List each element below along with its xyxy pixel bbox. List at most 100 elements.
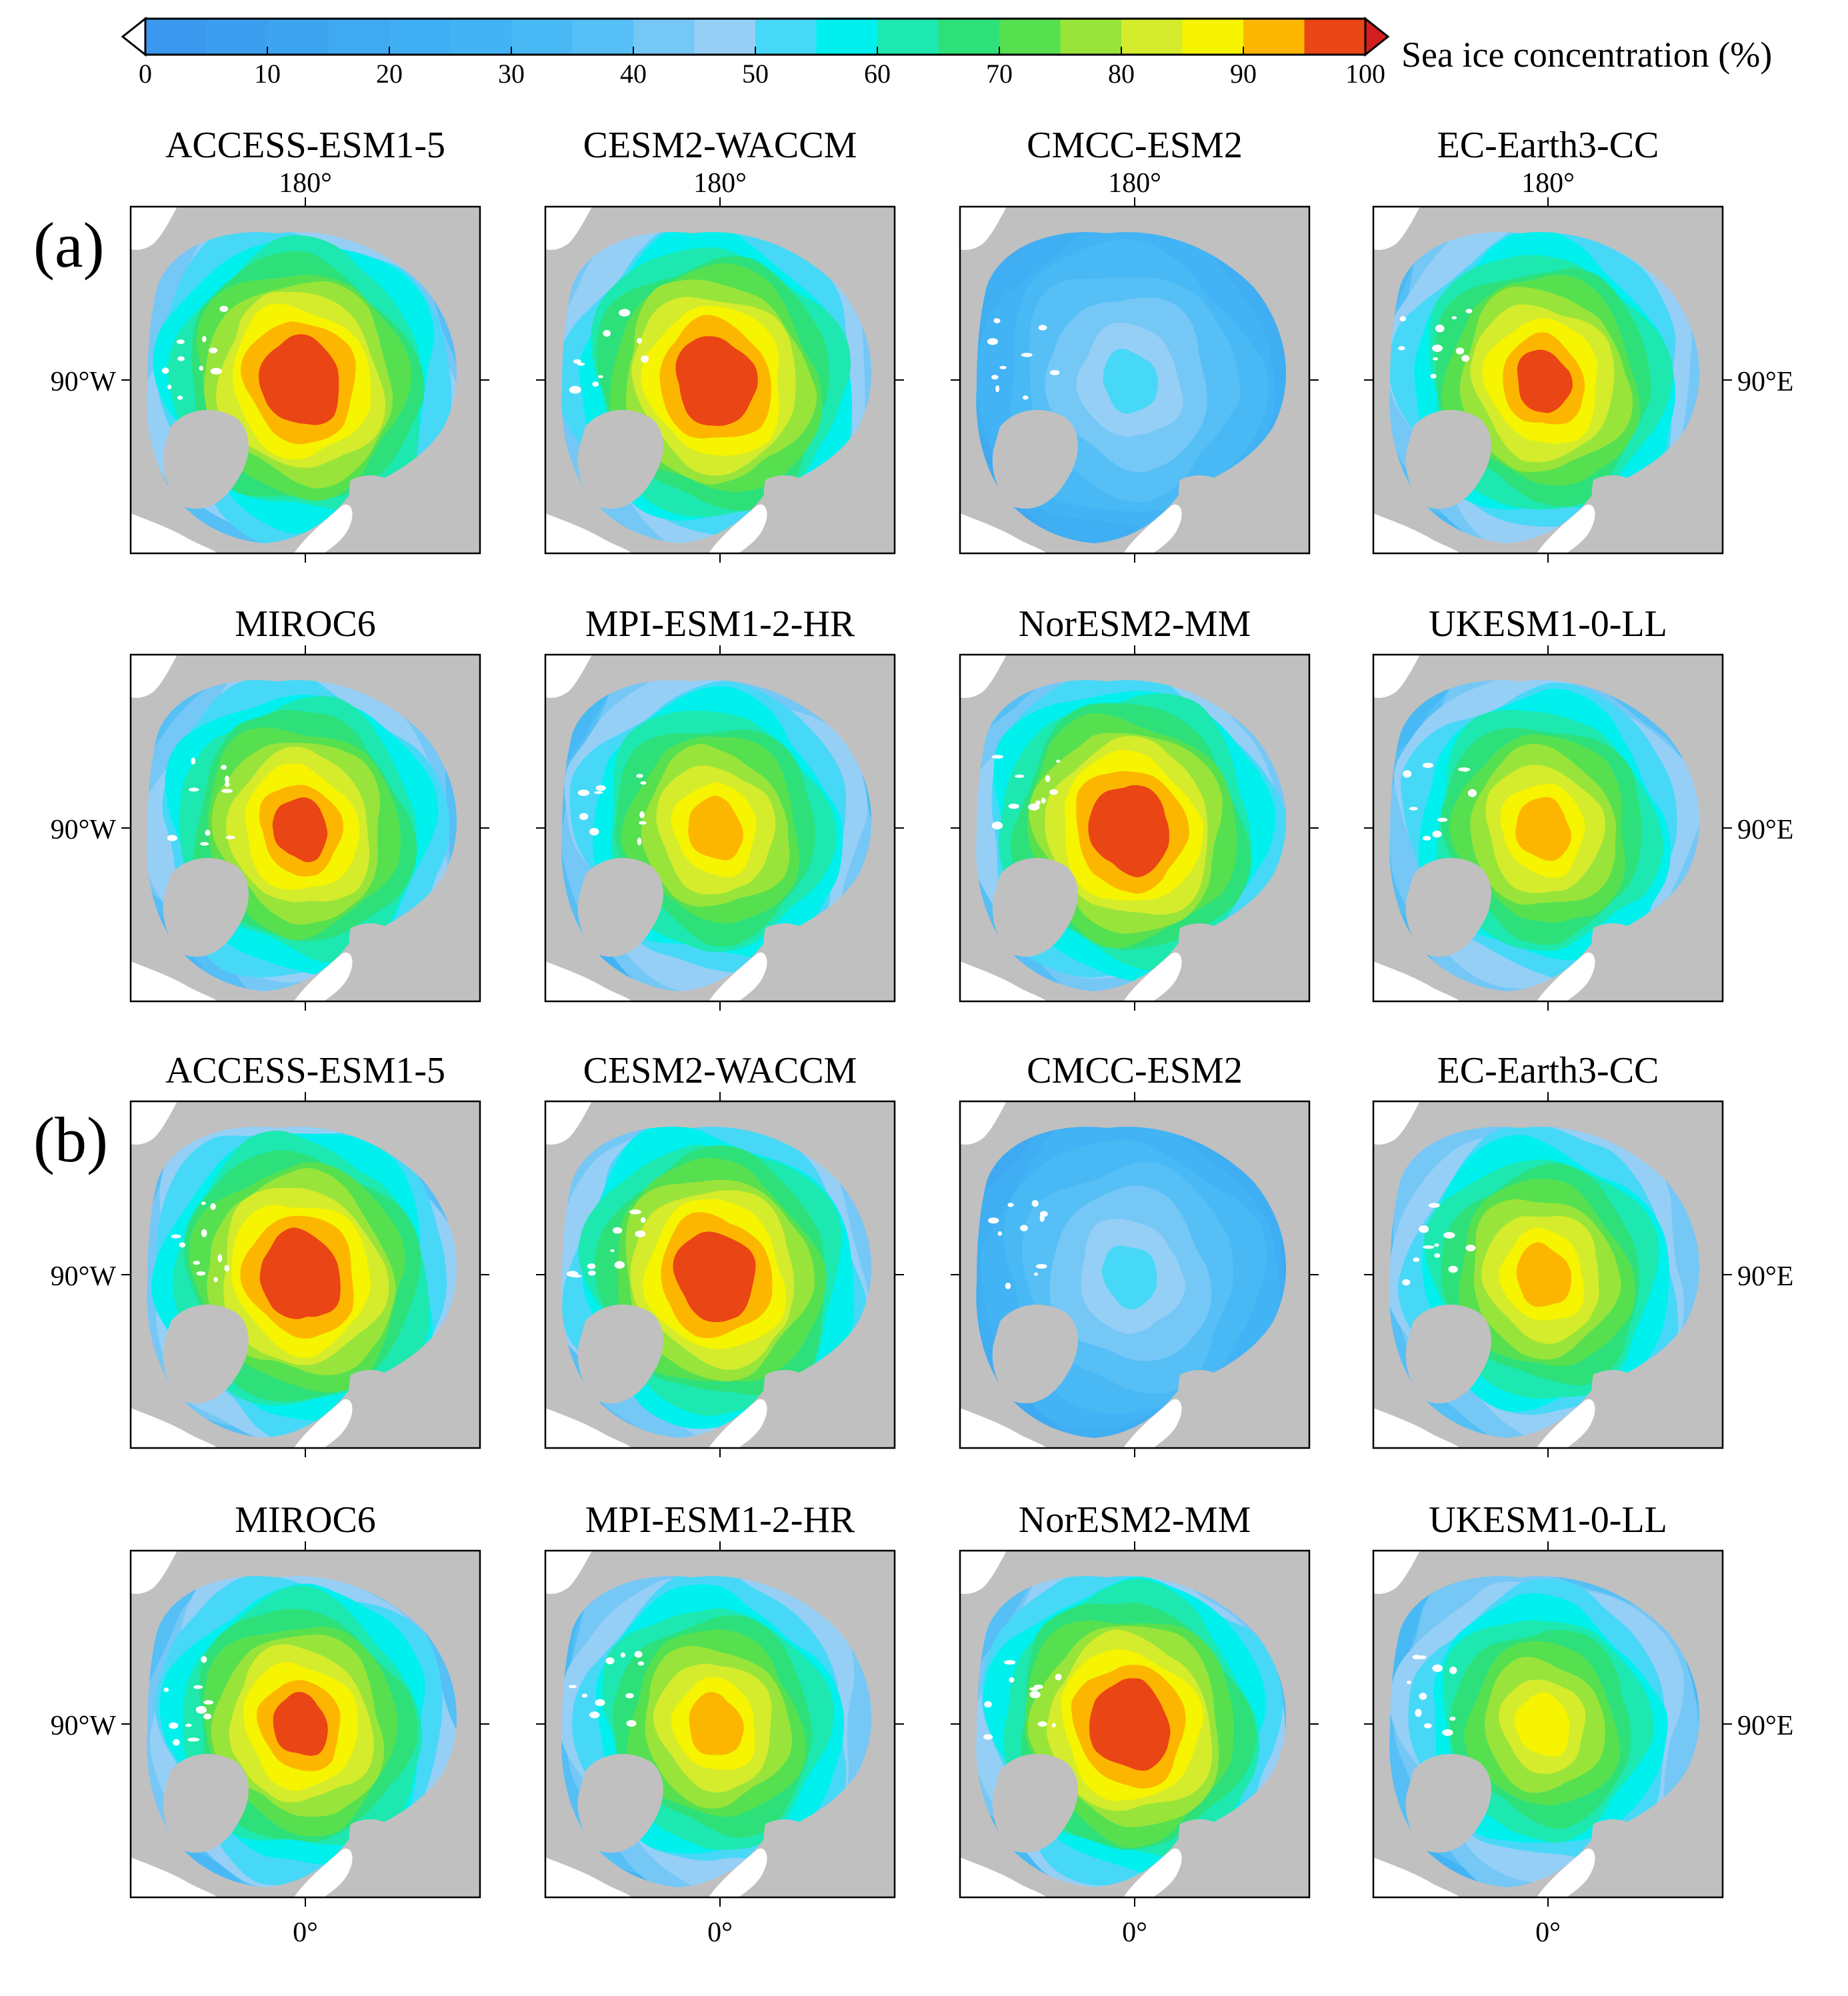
- map-panel: CMCC-ESM2: [951, 1050, 1319, 1457]
- island: [1007, 1203, 1014, 1207]
- scandinavia: [763, 1369, 816, 1428]
- island: [595, 1699, 605, 1707]
- island: [1009, 1677, 1015, 1683]
- scandinavia: [349, 475, 401, 533]
- island: [195, 1706, 207, 1714]
- island: [1051, 1723, 1056, 1727]
- island: [1467, 789, 1477, 797]
- island: [225, 781, 230, 787]
- panel-title: ACCESS-ESM1-5: [165, 125, 445, 166]
- island: [189, 787, 199, 792]
- island: [1035, 800, 1041, 805]
- colorbar-segment: [816, 19, 878, 55]
- island: [1033, 1684, 1043, 1689]
- island: [202, 336, 207, 343]
- panel-title: UKESM1-0-LL: [1429, 1499, 1667, 1541]
- island: [193, 1685, 203, 1689]
- colorbar-tick-label: 80: [1108, 59, 1135, 89]
- island: [1004, 1660, 1016, 1665]
- no-data-area: [960, 1551, 1007, 1594]
- map-panel: NorESM2-MM 0°: [951, 1499, 1319, 1948]
- scandinavia: [349, 923, 401, 981]
- island: [1015, 774, 1025, 778]
- map-panel: UKESM1-0-LL 0° 90°E: [1364, 1499, 1793, 1948]
- colorbar-segment: [1121, 19, 1183, 55]
- island: [1463, 767, 1468, 772]
- land-mask: [1373, 1101, 1723, 1448]
- ice-contour-band: [1101, 1245, 1157, 1310]
- no-data-area: [1373, 961, 1460, 1001]
- colorbar-tick-label: 0: [139, 59, 152, 89]
- colorbar-segment: [877, 19, 939, 55]
- island: [637, 837, 642, 845]
- island: [997, 1231, 1002, 1236]
- lon-label-90e: 90°E: [1737, 1261, 1793, 1292]
- island: [587, 1263, 596, 1269]
- island: [610, 1249, 615, 1253]
- land: [545, 1101, 895, 1448]
- panel-title: UKESM1-0-LL: [1429, 603, 1667, 645]
- colorbar-segment: [755, 19, 817, 55]
- island: [191, 757, 196, 765]
- island: [625, 1693, 634, 1699]
- island: [1432, 831, 1442, 838]
- land-mask: [545, 1101, 895, 1448]
- colorbar-segment: [511, 19, 573, 55]
- island: [1449, 1716, 1456, 1721]
- map-canvas: [1373, 207, 1723, 553]
- colorbar-segment: [450, 19, 512, 55]
- map-canvas: [960, 1101, 1309, 1448]
- island: [1029, 1691, 1041, 1699]
- lon-label-90w: 90°W: [51, 1711, 117, 1741]
- island: [592, 381, 599, 387]
- panel-title: CMCC-ESM2: [1027, 1050, 1243, 1091]
- panel-title: EC-Earth3-CC: [1437, 125, 1659, 166]
- island: [641, 355, 649, 363]
- colorbar-tick-label: 30: [498, 59, 525, 89]
- colorbar-segment: [1243, 19, 1305, 55]
- island: [187, 1737, 200, 1742]
- scandinavia: [1591, 475, 1644, 533]
- island: [605, 1657, 615, 1665]
- no-data-area: [545, 1101, 592, 1145]
- lon-label-0: 0°: [707, 1917, 733, 1948]
- no-data-area: [709, 1848, 767, 1897]
- island: [173, 1739, 180, 1746]
- island: [1021, 353, 1033, 357]
- colorbar-segment: [145, 19, 207, 55]
- land: [131, 655, 480, 1001]
- no-data-area: [1537, 504, 1595, 553]
- island: [640, 781, 647, 785]
- greenland: [992, 1753, 1078, 1853]
- island: [1422, 763, 1433, 768]
- ice-concentration-field: [960, 655, 1309, 1001]
- colorbar-tick-label: 70: [986, 59, 1013, 89]
- land-mask: [960, 1551, 1309, 1897]
- island: [1432, 344, 1443, 352]
- map-canvas: [960, 1551, 1309, 1897]
- colorbar-segment: [267, 19, 329, 55]
- land-mask: [131, 1101, 480, 1448]
- map-panel: NorESM2-MM: [951, 603, 1319, 1011]
- island: [1422, 835, 1431, 841]
- land: [131, 1551, 480, 1897]
- island: [613, 1227, 623, 1234]
- map-canvas: [131, 207, 480, 553]
- no-data-area: [131, 655, 177, 698]
- island: [634, 1651, 643, 1658]
- island: [1449, 1667, 1457, 1675]
- island: [999, 365, 1007, 369]
- island: [225, 775, 229, 783]
- no-data-area: [709, 504, 767, 553]
- island: [620, 309, 630, 316]
- land: [545, 1551, 895, 1897]
- map-panels: (a)ACCESS-ESM1-5180°90°WCESM2-WACCM180°C…: [33, 125, 1793, 1948]
- greenland: [163, 857, 249, 957]
- lon-label-0: 0°: [293, 1917, 318, 1948]
- island: [635, 1230, 646, 1237]
- island: [210, 1203, 216, 1210]
- scandinavia: [349, 1369, 401, 1428]
- no-data-area: [1373, 513, 1460, 553]
- panel-label: (b): [33, 1104, 108, 1175]
- no-data-area: [1123, 1848, 1182, 1897]
